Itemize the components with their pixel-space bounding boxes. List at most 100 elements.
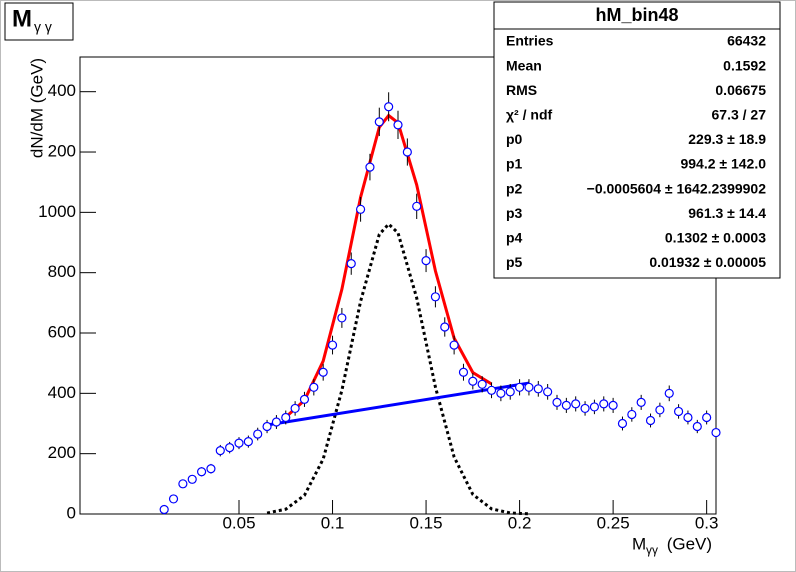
data-point [384,102,394,112]
chart-title: M [12,5,32,32]
stats-value: 961.3 ± 14.4 [688,205,766,221]
stats-label: RMS [506,82,537,98]
y-tick-label: 200 [48,142,76,161]
stats-label: p1 [506,156,523,172]
data-point [702,412,712,423]
data-point [458,367,469,377]
data-point [552,397,562,407]
data-point [608,400,618,411]
y-tick-label: 400 [48,81,76,100]
y-tick-label: 600 [48,322,76,341]
data-point [496,388,506,398]
stats-value: 994.2 ± 142.0 [680,156,766,172]
y-axis-title: dN/dM (GeV) [27,58,46,158]
x-tick-label: 0.15 [410,513,443,532]
stats-label: p5 [506,254,523,270]
data-point [617,418,628,429]
data-point [281,412,291,423]
y-tick-label: 800 [48,262,76,281]
stats-box [493,1,781,279]
frame [79,56,717,515]
data-point [711,427,721,438]
data-point [346,259,356,269]
plot [159,92,721,516]
data-point [355,204,366,214]
data-point [299,394,310,404]
data-point [449,340,459,350]
data-point [477,379,487,389]
data-point [215,446,225,456]
y-tick-label: 1000 [38,202,76,221]
data-point [524,382,534,392]
data-point [645,415,656,426]
chart-title-sub: γ γ [34,19,52,35]
stats-value: 0.06675 [715,82,766,98]
data-point [159,504,169,515]
data-point [683,412,693,423]
y-tick-label: 200 [48,443,76,462]
stats-value: 0.01932 ± 0.00005 [649,254,766,270]
stats-value: −0.0005604 ± 1642.2399902 [587,180,767,196]
data-point [262,421,272,432]
data-point [271,417,282,427]
data-point [692,421,702,432]
stats-value: 67.3 / 27 [712,107,767,123]
data-point [636,397,646,407]
data-point [627,409,637,420]
data-point [178,479,188,489]
data-point [673,406,684,417]
data-point [253,429,263,439]
data-point [440,322,450,332]
data-point [374,117,384,127]
x-tick-label: 0.3 [695,513,719,532]
x-axis-title: M [632,534,646,553]
data-point [421,256,431,266]
data-point [168,494,179,504]
title-box [4,2,74,41]
data-point [664,388,674,398]
stats-title: hM_bin48 [595,5,678,25]
stats-value: 0.1302 ± 0.0003 [665,230,766,246]
x-axis-title-sub: γγ [646,543,658,557]
stats-label: p2 [506,180,523,196]
data-point [225,443,235,453]
data-point [243,437,253,447]
data-point [543,387,553,397]
y-tick-label: 0 [67,503,76,522]
data-point [561,400,571,411]
data-point [337,313,347,323]
stats-label: Entries [506,33,554,49]
data-point [290,403,300,414]
fit-curve [266,381,530,427]
x-axis-title-unit: (GeV) [662,534,712,553]
stats-value: 229.3 ± 18.9 [688,131,766,147]
x-tick-label: 0.2 [508,513,532,532]
data-point [430,292,441,302]
stats-value: 0.1592 [723,57,766,73]
data-point [234,438,244,448]
data-point [589,402,600,412]
data-point [365,162,375,172]
data-point [187,474,197,484]
data-point [327,340,338,350]
data-point [412,201,422,211]
x-tick-label: 0.05 [222,513,255,532]
data-point [393,120,403,130]
stats-label: p3 [506,205,523,221]
data-point [571,399,581,409]
data-point [206,464,216,474]
stats-label: p0 [506,131,523,147]
data-point [402,147,412,157]
data-point [599,399,609,409]
stats-label: Mean [506,57,542,73]
data-point [533,384,543,394]
data-point [309,382,319,392]
data-point [505,387,515,397]
data-point [468,376,478,386]
stats-value: 66432 [727,33,766,49]
data-point [318,367,328,377]
data-point [514,382,525,392]
stats-label: χ² / ndf [506,107,552,123]
y-tick-label: 400 [48,383,76,402]
